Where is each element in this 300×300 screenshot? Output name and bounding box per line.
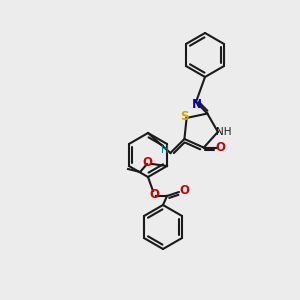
Text: O: O xyxy=(149,188,159,202)
Text: O: O xyxy=(179,184,189,197)
Text: NH: NH xyxy=(216,127,232,137)
Text: O: O xyxy=(216,141,226,154)
Text: O: O xyxy=(142,157,152,169)
Text: N: N xyxy=(192,98,202,112)
Text: S: S xyxy=(180,110,189,124)
Text: H: H xyxy=(160,145,168,155)
